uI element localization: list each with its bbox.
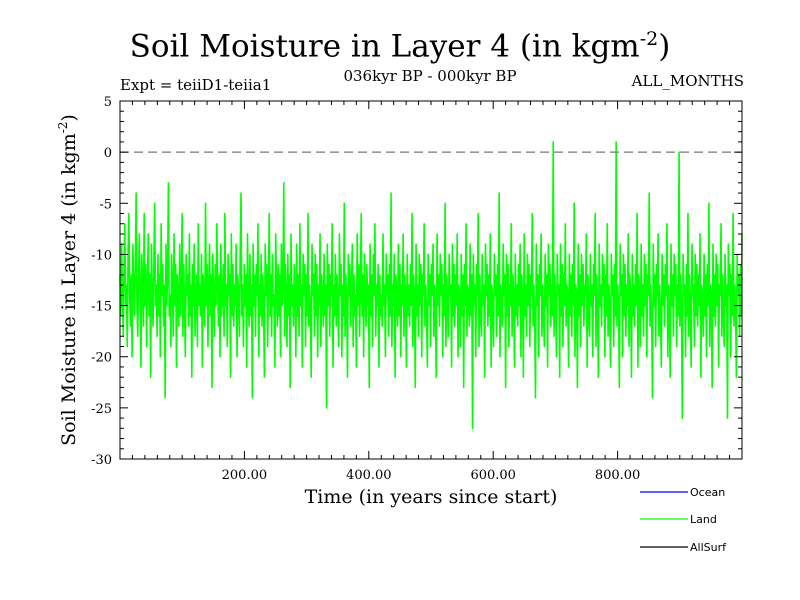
y-tick-label: -30 bbox=[91, 453, 112, 468]
y-tick-label: -5 bbox=[99, 197, 112, 212]
experiment-label: Expt = teiiD1-teiia1 bbox=[120, 76, 272, 94]
axes-layer: 5 0 -5 -10 -15 -20 -25 -30 200.00 400.00 600.00 800… bbox=[91, 95, 743, 483]
chart-title: Soil Moisture in Layer 4 (in kgm-2) bbox=[129, 28, 671, 65]
y-tick-label: 5 bbox=[104, 95, 112, 110]
x-axis-label: Time (in years since start) bbox=[304, 486, 558, 508]
y-axis-label: Soil Moisture in Layer 4 (in kgm-2) bbox=[56, 114, 80, 446]
legend-label-allsurf: AllSurf bbox=[690, 541, 727, 554]
x-tick-label: 200.00 bbox=[222, 468, 268, 483]
months-label: ALL_MONTHS bbox=[631, 72, 744, 90]
plot-layer bbox=[119, 141, 743, 430]
period-label: 036kyr BP - 000kyr BP bbox=[343, 67, 517, 85]
y-tick-label: -15 bbox=[91, 300, 112, 315]
y-tick-label: -20 bbox=[91, 351, 112, 366]
legend-label-land: Land bbox=[690, 513, 717, 526]
y-tick-label: -25 bbox=[91, 402, 112, 417]
x-tick-label: 600.00 bbox=[470, 468, 516, 483]
legend-label-ocean: Ocean bbox=[690, 486, 725, 499]
y-tick-label: -10 bbox=[91, 248, 112, 263]
series-line-land bbox=[119, 141, 743, 430]
x-tick-label: 800.00 bbox=[595, 468, 641, 483]
y-tick-label: 0 bbox=[104, 146, 112, 161]
legend: Ocean Land AllSurf bbox=[640, 486, 727, 554]
x-tick-label: 400.00 bbox=[346, 468, 392, 483]
